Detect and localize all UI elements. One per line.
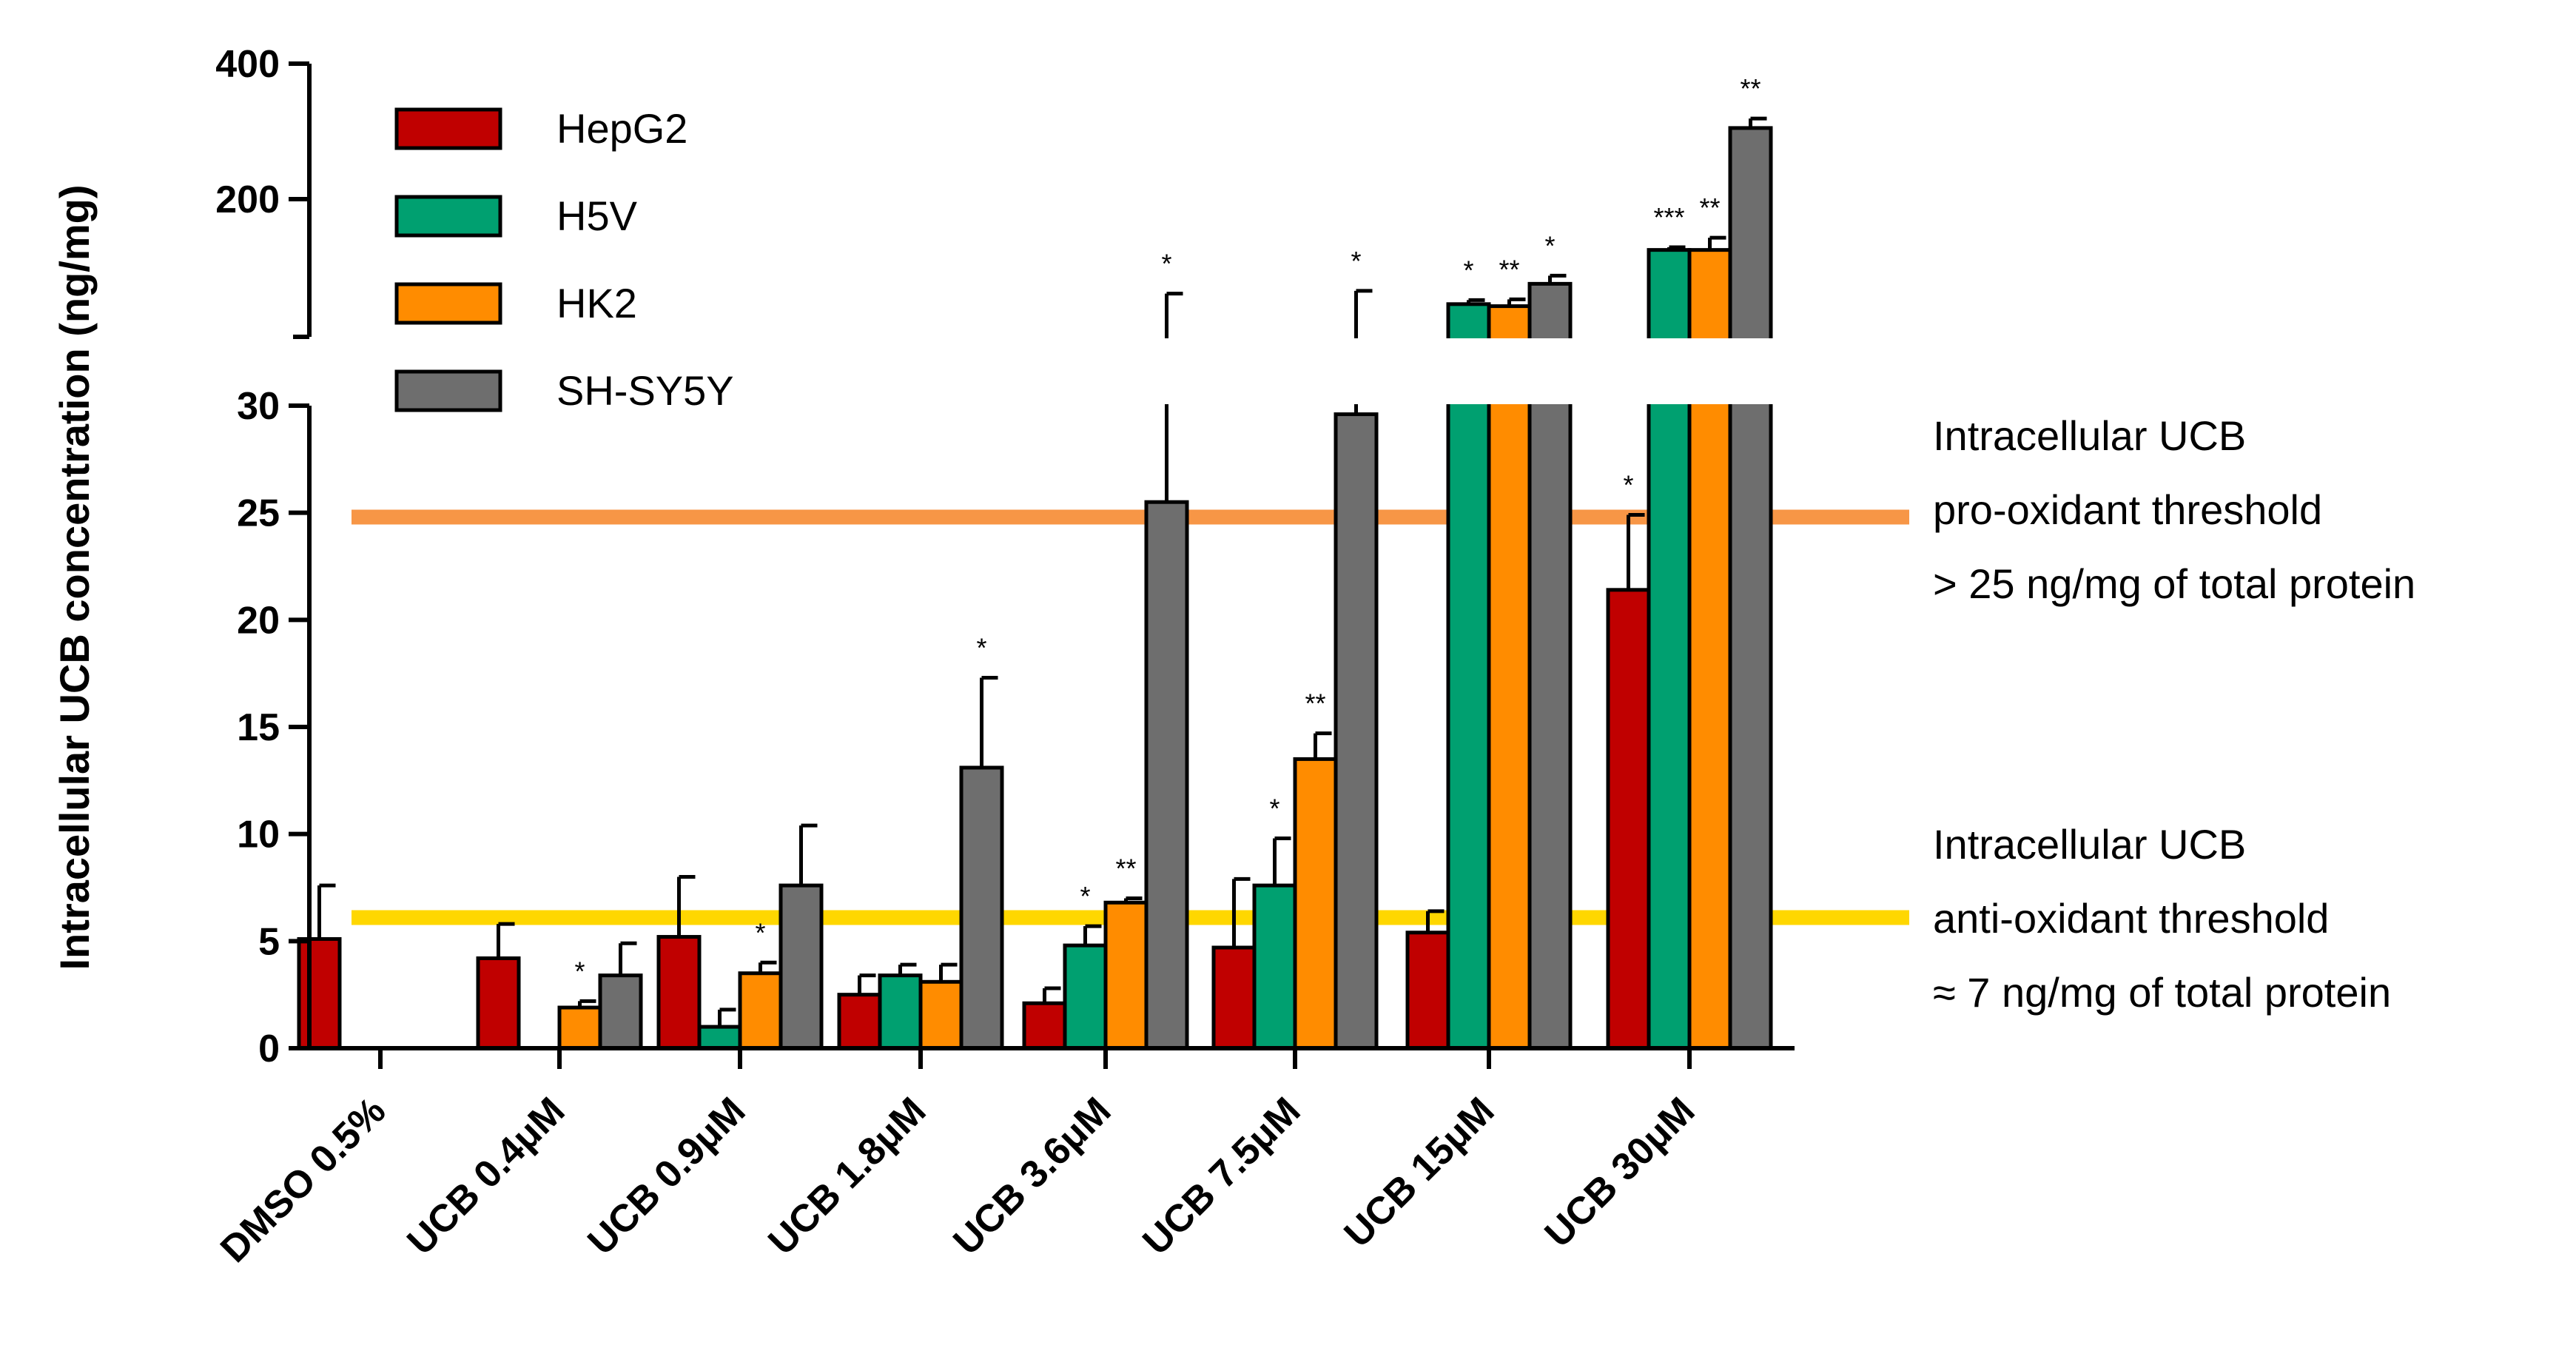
significance-label: *: [755, 917, 765, 948]
threshold-annotation-line: Intracellular UCB: [1933, 412, 2246, 459]
threshold-annotation-line: Intracellular UCB: [1933, 821, 2246, 868]
y-tick-label: 5: [258, 920, 280, 963]
x-tick-label: UCB 0.9μM: [579, 1089, 753, 1263]
bar-h5v-5: [1063, 943, 1108, 1050]
threshold-annotations: Intracellular UCB pro-oxidant threshold > …: [1933, 412, 2415, 1016]
x-tick-label: UCB 0.4μM: [399, 1089, 573, 1263]
significance-label: **: [1699, 192, 1720, 223]
y-tick-label: 20: [237, 599, 280, 642]
significance-label: **: [1740, 73, 1761, 104]
threshold-annotation-line: ≈ 7 ng/mg of total protein: [1933, 969, 2391, 1016]
x-tick-label: UCB 30μM: [1537, 1089, 1704, 1256]
significance-label: *: [1544, 230, 1555, 261]
significance-label: *: [1080, 881, 1090, 911]
y-tick-label: 15: [237, 706, 280, 749]
legend-label-h5v: H5V: [556, 192, 638, 239]
significance-label: *: [1351, 246, 1361, 276]
significance-label: *: [1269, 793, 1279, 823]
significance-label: *: [976, 632, 986, 663]
bar-sh-sy5y-2: [598, 973, 643, 1050]
x-tick-label: UCB 7.5μM: [1134, 1089, 1308, 1263]
legend-label-sh-sy5y: SH-SY5Y: [556, 367, 734, 414]
bar-h5v-6: [1252, 883, 1297, 1050]
x-tick-label: DMSO 0.5%: [212, 1089, 394, 1270]
legend-label-hk2: HK2: [556, 280, 637, 326]
bar-hk2-2: [557, 1005, 602, 1050]
significance-label: *: [1623, 470, 1633, 500]
axis-break-gap: [311, 338, 1798, 404]
bar-sh-sy5y-6: [1334, 412, 1379, 1050]
bar-hk2-3: [738, 971, 783, 1050]
bar-hepg2-4: [837, 993, 882, 1050]
legend-swatch-hepg2: [394, 107, 502, 150]
y-axis-label: Intracellular UCB concentration (ng/mg): [51, 185, 98, 970]
bar-hk2-7: [1487, 304, 1532, 1050]
bar-hk2-5: [1103, 900, 1149, 1050]
bar-hepg2-5: [1022, 1001, 1067, 1050]
bar-sh-sy5y-3: [778, 883, 824, 1050]
y-tick-label: 400: [215, 43, 280, 86]
threshold-annotation-line: > 25 ng/mg of total protein: [1933, 560, 2415, 607]
significance-label: **: [1499, 254, 1519, 284]
bar-sh-sy5y-5: [1144, 500, 1189, 1050]
bar-hepg2-7: [1405, 931, 1450, 1050]
y-tick-label: 200: [215, 178, 280, 221]
bar-hk2-6: [1293, 757, 1338, 1050]
legend-label-hepg2: HepG2: [556, 105, 687, 152]
bar-sh-sy5y-7: [1527, 281, 1573, 1050]
bar-h5v-3: [697, 1025, 742, 1050]
x-tick-label: UCB 1.8μM: [760, 1089, 934, 1263]
significance-label: **: [1305, 688, 1325, 719]
legend-swatch-hk2: [394, 282, 502, 325]
bar-hepg2-3: [656, 935, 702, 1050]
significance-label: ***: [1653, 202, 1684, 232]
x-tick-label: UCB 15μM: [1336, 1089, 1503, 1256]
significance-label: *: [1161, 249, 1171, 279]
bar-h5v-4: [878, 973, 923, 1050]
significance-label: *: [574, 956, 585, 986]
bar-hk2-4: [918, 979, 964, 1050]
threshold-annotation-line: anti-oxidant threshold: [1933, 895, 2329, 942]
y-tick-label: 30: [237, 385, 280, 428]
y-tick-label: 25: [237, 492, 280, 535]
bar-hepg2-6: [1211, 945, 1257, 1050]
significance-label: *: [1463, 255, 1473, 285]
bar-hepg2-1: [297, 936, 342, 1050]
threshold-annotation-line: pro-oxidant threshold: [1933, 486, 2322, 533]
bar-sh-sy5y-4: [959, 765, 1004, 1050]
significance-label: **: [1115, 853, 1136, 883]
bar-hepg2-2: [476, 956, 521, 1050]
y-tick-label: 0: [258, 1028, 280, 1070]
x-tick-label: UCB 3.6μM: [945, 1089, 1119, 1263]
bars: ******************* * ***: [297, 73, 1798, 1050]
legend-swatch-h5v: [394, 195, 502, 238]
bar-hepg2-8: [1606, 588, 1651, 1050]
bar-sh-sy5y-8: [1728, 126, 1773, 1050]
bar-h5v-7: [1446, 302, 1491, 1050]
y-tick-label: 10: [237, 814, 280, 856]
legend-swatch-sh-sy5y: [394, 369, 502, 412]
legend: HepG2 H5V HK2 SH-SY5Y: [394, 105, 734, 414]
